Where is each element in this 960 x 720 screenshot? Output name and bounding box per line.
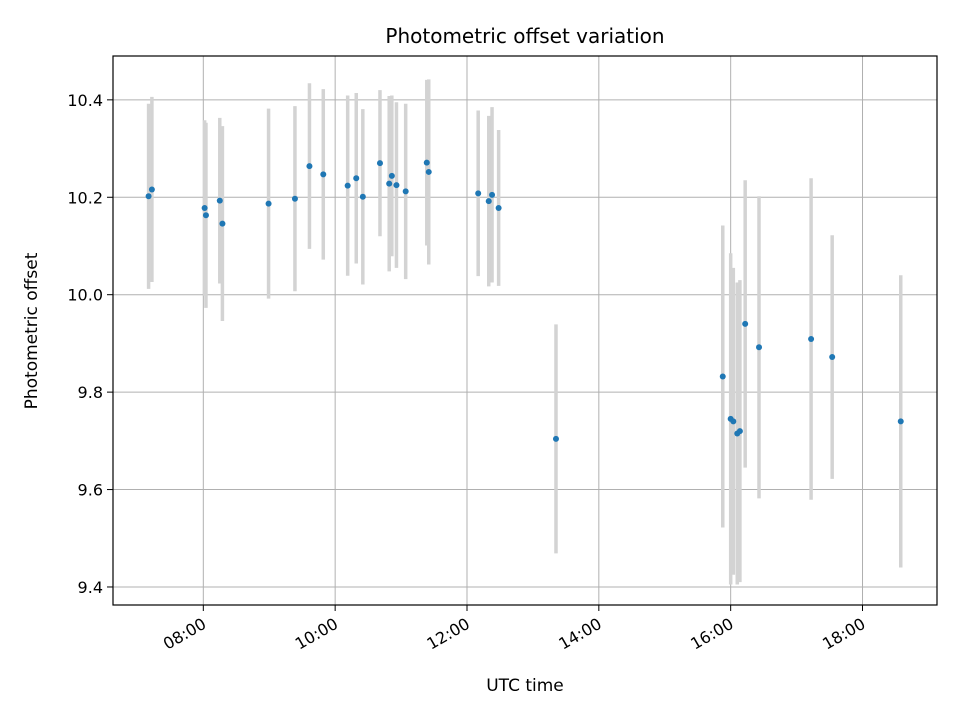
data-point bbox=[291, 195, 298, 202]
y-tick-label: 10.2 bbox=[67, 188, 103, 207]
data-point bbox=[265, 200, 272, 207]
data-point bbox=[201, 204, 208, 211]
data-point bbox=[219, 220, 226, 227]
data-point bbox=[388, 172, 395, 179]
data-point bbox=[306, 163, 313, 170]
data-point bbox=[742, 320, 749, 327]
data-point bbox=[495, 204, 502, 211]
y-tick-label: 9.8 bbox=[78, 383, 103, 402]
data-point bbox=[425, 168, 432, 175]
y-tick-label: 10.0 bbox=[67, 286, 103, 305]
y-axis-label: Photometric offset bbox=[22, 252, 42, 409]
y-tick-label: 9.4 bbox=[78, 578, 103, 597]
data-point bbox=[393, 182, 400, 189]
data-point bbox=[359, 193, 366, 200]
y-axis-ticks: 9.4 9.6 9.8 10.0 10.2 10.4 bbox=[67, 91, 113, 597]
data-point bbox=[719, 373, 726, 380]
data-point bbox=[423, 159, 430, 166]
data-point bbox=[216, 197, 223, 204]
data-point bbox=[489, 191, 496, 198]
chart-title: Photometric offset variation bbox=[385, 24, 664, 48]
data-point bbox=[897, 418, 904, 425]
data-point bbox=[756, 344, 763, 351]
x-axis-label: UTC time bbox=[486, 676, 564, 696]
data-point bbox=[829, 354, 836, 361]
data-point bbox=[402, 188, 409, 195]
data-point bbox=[736, 428, 743, 435]
data-point bbox=[145, 193, 152, 200]
data-points bbox=[145, 159, 904, 442]
plot-frame bbox=[112, 55, 938, 606]
data-point bbox=[344, 182, 351, 189]
data-point bbox=[320, 171, 327, 178]
y-tick-label: 10.4 bbox=[67, 91, 103, 110]
data-point bbox=[148, 186, 155, 193]
data-point bbox=[386, 180, 393, 187]
data-point bbox=[730, 418, 737, 425]
data-point bbox=[552, 435, 559, 442]
data-point bbox=[485, 198, 492, 205]
data-point bbox=[376, 160, 383, 167]
data-point bbox=[808, 336, 815, 343]
data-point bbox=[353, 175, 360, 182]
data-point bbox=[475, 190, 482, 197]
y-tick-label: 9.6 bbox=[78, 481, 103, 500]
data-point bbox=[202, 212, 209, 219]
